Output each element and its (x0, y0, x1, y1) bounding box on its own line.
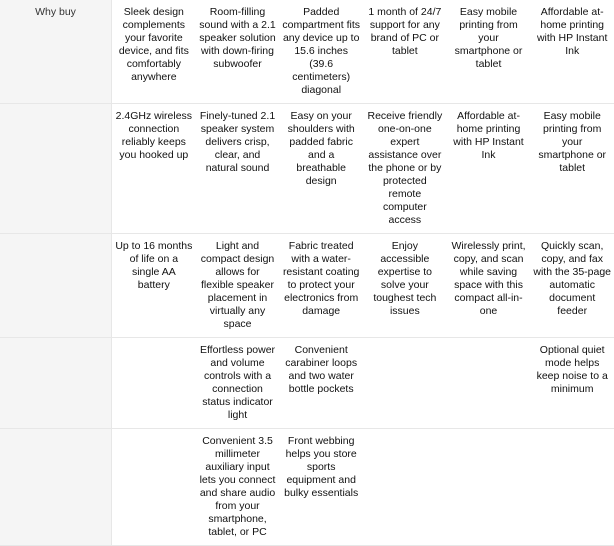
feature-cell: Front webbing helps you store sports equ… (284, 435, 359, 499)
feature-cell: Padded compartment fits any device up to… (282, 6, 360, 96)
row-header-why-buy: Why buy (0, 0, 112, 103)
feature-cell (447, 429, 531, 545)
feature-cell: Affordable at-home printing with HP Inst… (536, 6, 608, 57)
feature-cell: Easy on your shoulders with padded fabri… (287, 110, 355, 187)
feature-cell: Easy mobile printing from your smartphon… (538, 110, 607, 174)
table-row: Convenient 3.5 millimeter auxiliary inpu… (0, 429, 614, 546)
table-row: 2.4GHz wireless connection reliably keep… (0, 104, 614, 234)
feature-cell: 1 month of 24/7 support for any brand of… (368, 6, 442, 57)
feature-cell: Optional quiet mode helps keep noise to … (536, 344, 608, 395)
feature-cell: Wirelessly print, copy, and scan while s… (451, 240, 526, 317)
feature-cell (363, 338, 447, 428)
feature-cell: Easy mobile printing from your smartphon… (454, 6, 523, 70)
feature-cell: Affordable at-home printing with HP Inst… (453, 110, 524, 161)
table-row: Effortless power and volume controls wit… (0, 338, 614, 429)
feature-cell (530, 429, 614, 545)
feature-cell (447, 338, 531, 428)
feature-cell: Up to 16 months of life on a single AA b… (115, 240, 193, 291)
feature-cell: Convenient carabiner loops and two water… (285, 344, 358, 395)
row-header-cell (0, 104, 112, 233)
table-row: Why buy Sleek design complements your fa… (0, 0, 614, 104)
feature-cell: Receive friendly one-on-one expert assis… (367, 110, 443, 226)
feature-cell: Room-filling sound with a 2.1 speaker so… (199, 6, 276, 70)
feature-cell (112, 338, 196, 428)
feature-cell: Enjoy accessible expertise to solve your… (373, 240, 437, 317)
table-row: Up to 16 months of life on a single AA b… (0, 234, 614, 338)
row-header-cell (0, 338, 112, 428)
row-header-cell (0, 234, 112, 337)
row-header-cell (0, 429, 112, 545)
feature-cell: Convenient 3.5 millimeter auxiliary inpu… (199, 435, 276, 538)
feature-cell: Finely-tuned 2.1 speaker system delivers… (199, 110, 276, 174)
feature-cell: Light and compact design allows for flex… (200, 240, 275, 330)
feature-cell: Sleek design complements your favorite d… (118, 6, 189, 83)
feature-cell: 2.4GHz wireless connection reliably keep… (115, 110, 193, 161)
feature-cell (363, 429, 447, 545)
feature-cell: Quickly scan, copy, and fax with the 35-… (533, 240, 612, 317)
feature-cell: Effortless power and volume controls wit… (199, 344, 276, 421)
feature-cell: Fabric treated with a water-resistant co… (282, 240, 360, 317)
feature-cell (112, 429, 196, 545)
